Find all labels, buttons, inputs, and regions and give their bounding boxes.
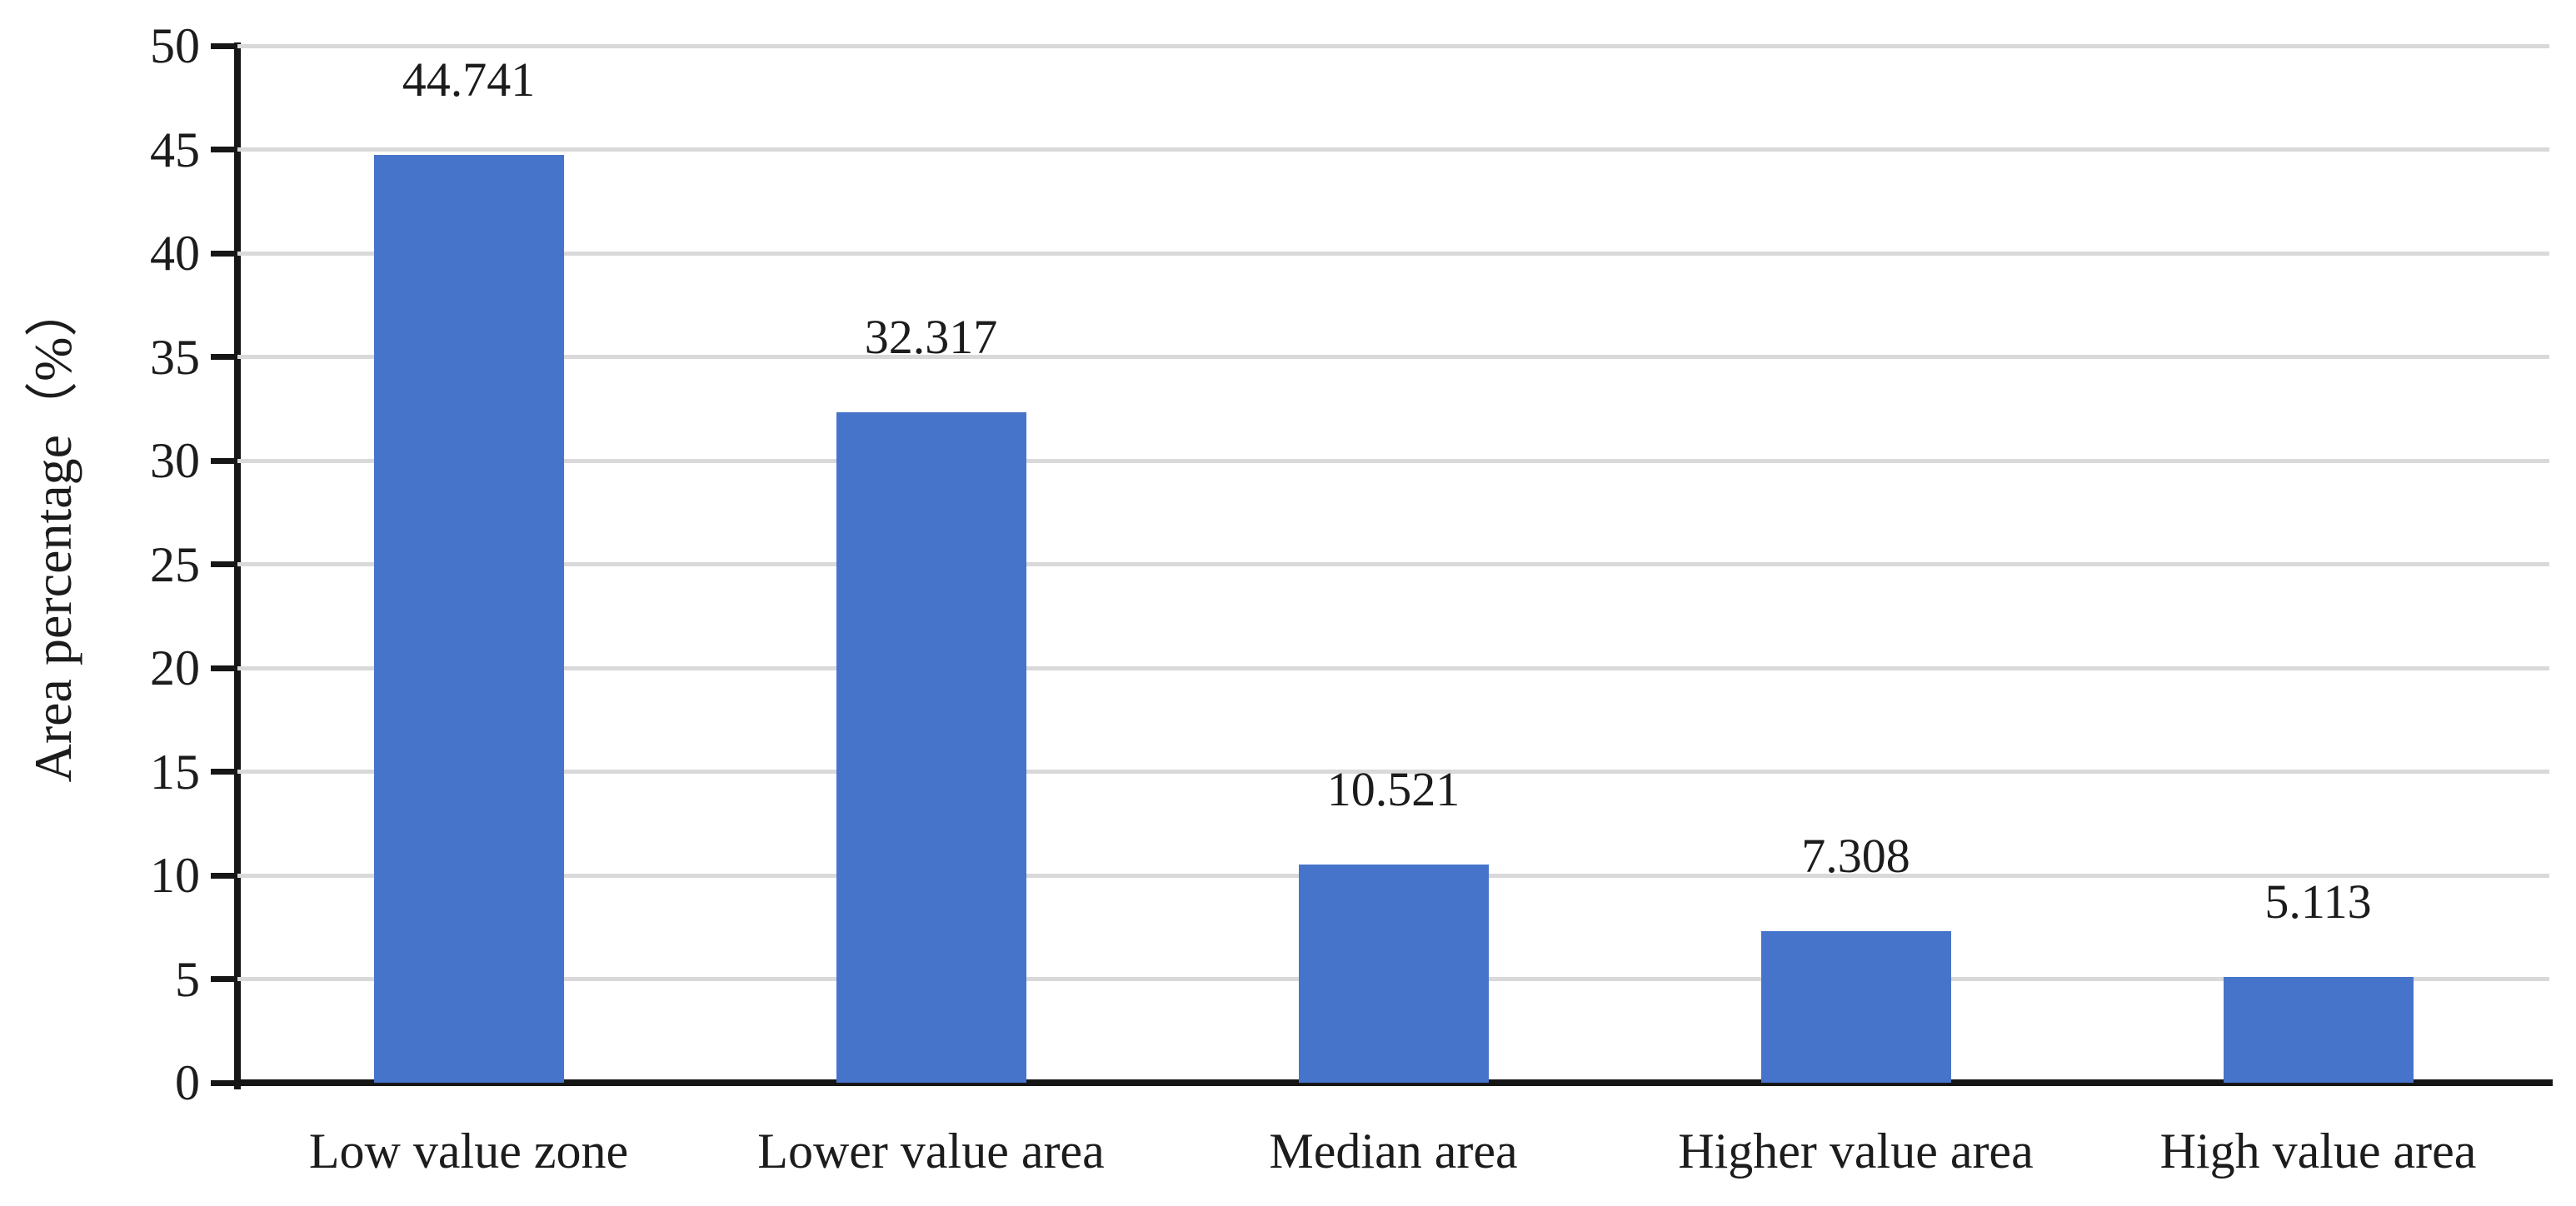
y-tick-label: 0	[175, 1055, 200, 1110]
y-tick-label: 25	[150, 536, 200, 592]
gridline	[237, 355, 2549, 359]
y-tick-mark	[211, 42, 234, 49]
bar	[1298, 865, 1489, 1083]
y-tick-mark	[211, 665, 234, 671]
gridline	[237, 147, 2549, 152]
bar-value-label: 44.741	[402, 52, 536, 107]
gridline	[237, 251, 2549, 256]
bar-value-label: 5.113	[2264, 874, 2372, 929]
y-tick-mark	[211, 457, 234, 464]
gridline	[237, 665, 2549, 670]
x-category-label: Lower value area	[757, 1124, 1105, 1179]
y-tick-label: 15	[150, 744, 200, 800]
bar	[1760, 931, 1951, 1083]
y-tick-label: 5	[175, 951, 200, 1007]
y-tick-mark	[211, 1079, 234, 1086]
y-tick-mark	[211, 561, 234, 567]
bar-value-label: 7.308	[1801, 829, 1910, 884]
gridline	[237, 43, 2549, 48]
gridline	[237, 458, 2549, 463]
y-tick-label: 50	[150, 18, 200, 73]
gridline	[237, 562, 2549, 566]
x-category-label: High value area	[2159, 1124, 2477, 1179]
x-axis-line	[234, 1079, 2553, 1086]
x-category-label: Median area	[1269, 1124, 1518, 1179]
y-tick-mark	[211, 769, 234, 775]
y-tick-mark	[211, 147, 234, 152]
bar-value-label: 10.521	[1326, 762, 1460, 817]
y-tick-label: 35	[150, 329, 200, 385]
y-tick-mark	[211, 872, 234, 879]
y-tick-label: 30	[150, 433, 200, 488]
y-tick-label: 40	[150, 226, 200, 281]
y-tick-label: 45	[150, 122, 200, 177]
gridline	[237, 770, 2549, 774]
bar-value-label: 32.317	[864, 310, 998, 365]
bar	[836, 412, 1026, 1083]
y-tick-label: 10	[150, 848, 200, 903]
y-tick-mark	[211, 250, 234, 257]
y-tick-mark	[211, 354, 234, 360]
x-category-label: Low value zone	[308, 1124, 629, 1179]
y-tick-mark	[211, 976, 234, 982]
bar	[373, 154, 564, 1083]
x-category-label: Higher value area	[1678, 1124, 2034, 1179]
y-tick-label: 20	[150, 640, 200, 695]
bar	[2223, 976, 2414, 1083]
